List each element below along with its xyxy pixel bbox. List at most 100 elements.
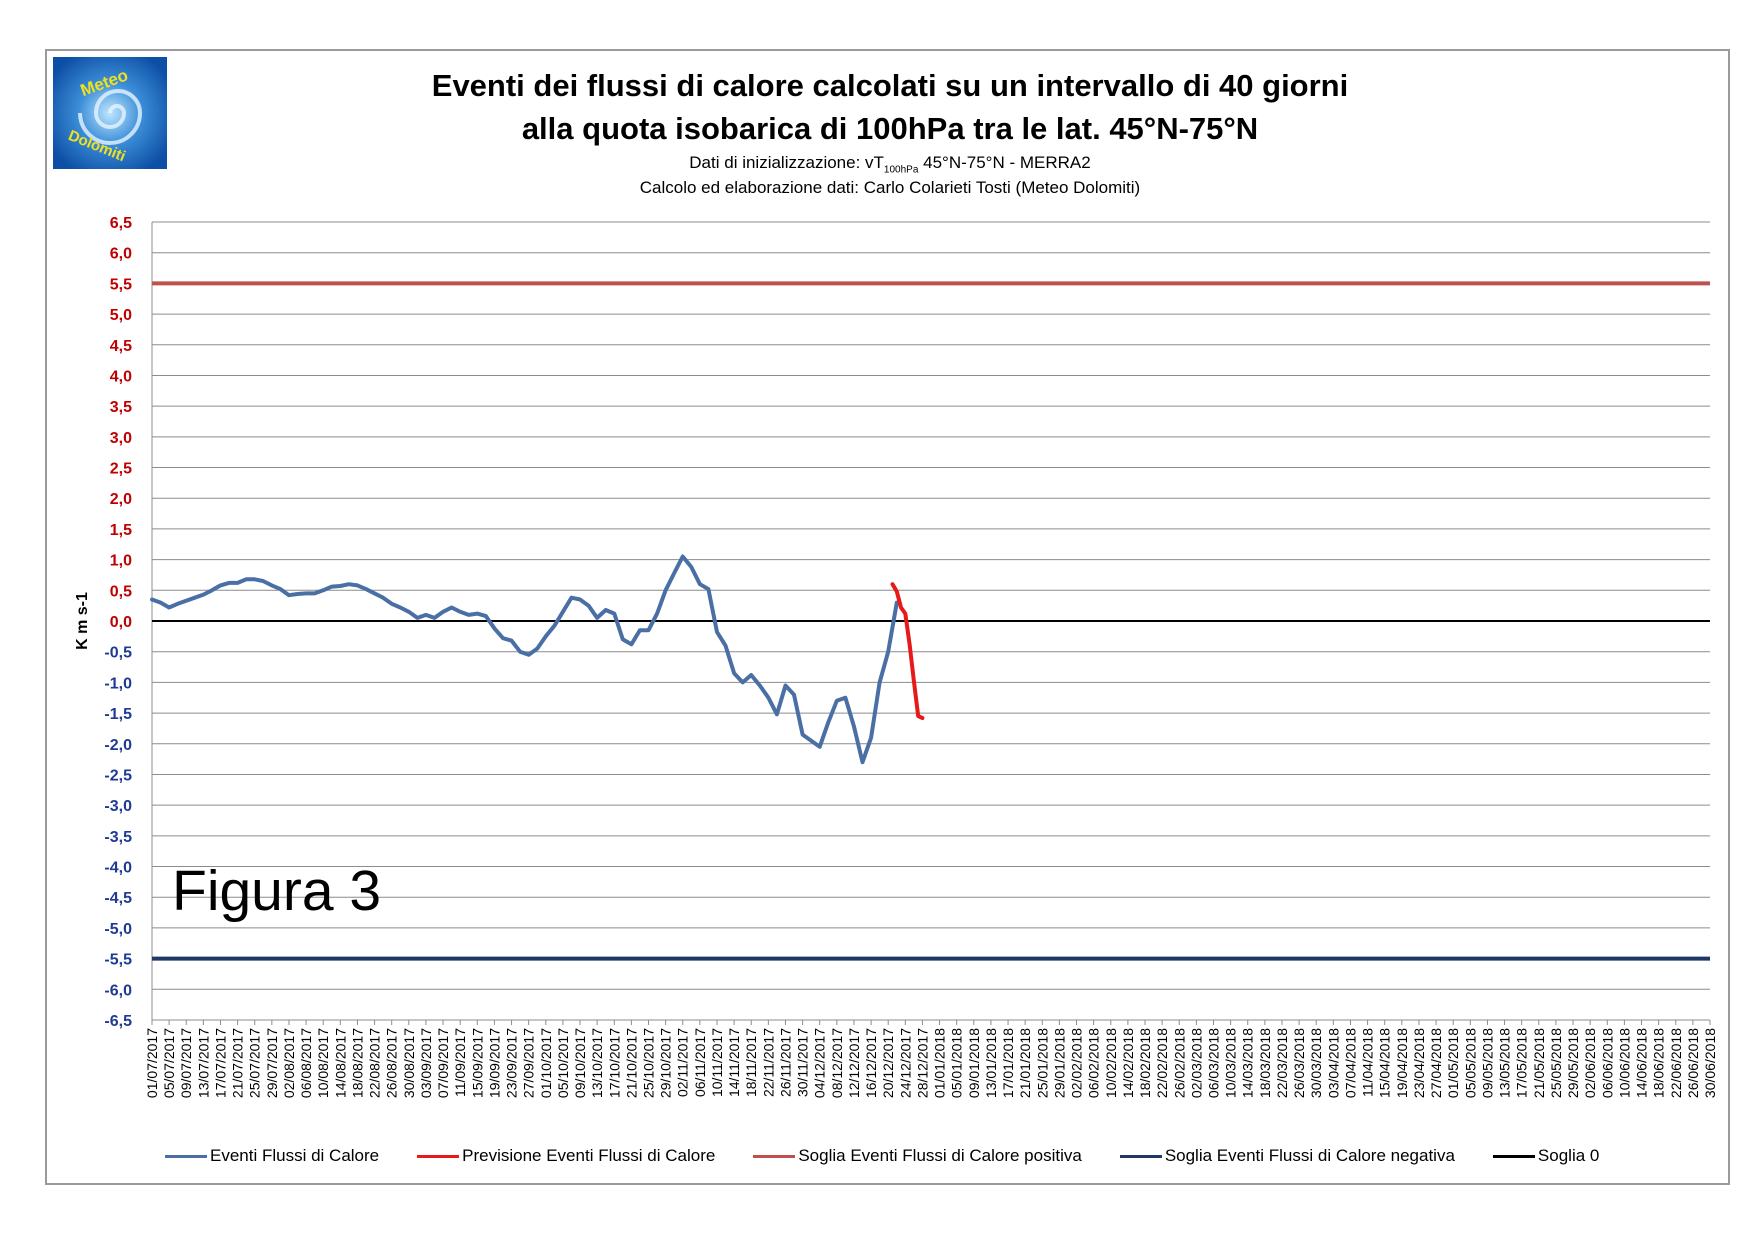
x-tick-label: 30/03/2018 — [1308, 1028, 1324, 1098]
legend-label-previsione: Previsione Eventi Flussi di Calore — [462, 1146, 716, 1165]
y-tick-label: -1,5 — [104, 706, 132, 723]
y-tick-label: 2,0 — [110, 491, 132, 508]
x-tick-label: 05/05/2018 — [1462, 1028, 1478, 1098]
x-tick-label: 25/05/2018 — [1548, 1028, 1564, 1098]
x-tick-label: 18/02/2018 — [1137, 1028, 1153, 1098]
chart-subtitle-2: Calcolo ed elaborazione dati: Carlo Cola… — [639, 178, 1141, 197]
y-tick-label: 3,0 — [110, 430, 132, 447]
x-tick-label: 06/03/2018 — [1205, 1028, 1221, 1098]
x-tick-label: 17/07/2017 — [212, 1028, 228, 1098]
chart-frame — [45, 49, 1730, 1185]
x-tick-label: 02/11/2017 — [675, 1028, 691, 1097]
x-tick-label: 29/05/2018 — [1565, 1028, 1581, 1098]
y-tick-label: -1,0 — [104, 675, 132, 692]
x-tick-label: 07/04/2018 — [1342, 1028, 1358, 1098]
x-tick-label: 14/08/2017 — [332, 1028, 348, 1098]
x-tick-label: 18/11/2017 — [743, 1028, 759, 1097]
subtitle-1-sub: 100hPa — [883, 164, 919, 176]
x-tick-label: 27/09/2017 — [521, 1028, 537, 1098]
legend-swatch-previsione — [417, 1154, 460, 1158]
x-tick-label: 14/06/2018 — [1634, 1028, 1650, 1098]
x-tick-label: 06/02/2018 — [1086, 1028, 1102, 1098]
x-tick-label: 29/01/2018 — [1051, 1028, 1067, 1098]
x-tick-label: 16/12/2017 — [863, 1028, 879, 1098]
x-tick-label: 15/04/2018 — [1377, 1028, 1393, 1098]
x-tick-label: 28/12/2017 — [914, 1028, 930, 1098]
x-tick-label: 05/01/2018 — [949, 1028, 965, 1098]
x-tick-label: 18/03/2018 — [1257, 1028, 1273, 1098]
x-tick-label: 14/11/2017 — [726, 1028, 742, 1097]
x-tick-label: 03/04/2018 — [1325, 1028, 1341, 1098]
x-tick-label: 29/10/2017 — [658, 1028, 674, 1098]
x-tick-label: 10/08/2017 — [315, 1028, 331, 1098]
x-tick-label: 30/08/2017 — [401, 1028, 417, 1098]
x-tick-label: 21/01/2018 — [1017, 1028, 1033, 1098]
y-tick-label: 0,5 — [110, 583, 132, 600]
x-tick-label: 30/11/2017 — [795, 1028, 811, 1097]
y-axis-title: K m s-1 — [74, 592, 91, 650]
chart-title-line1: Eventi dei flussi di calore calcolati su… — [431, 68, 1349, 103]
y-tick-label: -3,5 — [104, 829, 132, 846]
subtitle-1-pre: Dati di inizializzazione: vT — [689, 153, 884, 172]
y-tick-label: -4,5 — [104, 890, 132, 907]
x-tick-label: 04/12/2017 — [812, 1028, 828, 1098]
legend-item-eventi: Eventi Flussi di Calore — [165, 1146, 379, 1166]
x-tick-label: 08/12/2017 — [829, 1028, 845, 1098]
y-tick-label: -4,0 — [104, 860, 132, 877]
legend-item-soglia-negativa: Soglia Eventi Flussi di Calore negativa — [1119, 1146, 1455, 1166]
y-tick-label: 5,0 — [110, 307, 132, 324]
legend-item-soglia-positiva: Soglia Eventi Flussi di Calore positiva — [753, 1146, 1082, 1166]
x-tick-label: 02/02/2018 — [1069, 1028, 1085, 1098]
x-tick-label: 05/07/2017 — [161, 1028, 177, 1098]
x-tick-label: 02/08/2017 — [281, 1028, 297, 1098]
y-tick-label: 4,0 — [110, 368, 132, 385]
x-tick-label: 19/04/2018 — [1394, 1028, 1410, 1098]
series-line-eventi — [150, 554, 899, 765]
x-tick-label: 11/04/2018 — [1360, 1028, 1376, 1097]
x-tick-label: 24/12/2017 — [897, 1028, 913, 1098]
x-tick-label: 23/09/2017 — [504, 1028, 520, 1098]
x-tick-label: 22/08/2017 — [367, 1028, 383, 1098]
x-tick-label: 13/10/2017 — [589, 1028, 605, 1098]
legend-item-soglia-0: Soglia 0 — [1492, 1146, 1600, 1166]
y-tick-label: -6,5 — [104, 1013, 132, 1030]
y-tick-label: 6,5 — [110, 215, 132, 232]
x-tick-label: 15/09/2017 — [469, 1028, 485, 1098]
y-tick-label: -2,5 — [104, 767, 132, 784]
x-tick-label: 20/12/2017 — [880, 1028, 896, 1098]
y-tick-label: -0,5 — [104, 645, 132, 662]
y-tick-label: 2,5 — [110, 461, 132, 478]
x-tick-label: 17/05/2018 — [1514, 1028, 1530, 1098]
chart-subtitle-1: Dati di inizializzazione: vT100hPa 45°N-… — [240, 153, 1540, 175]
x-tick-label: 26/06/2018 — [1685, 1028, 1701, 1098]
x-tick-label: 13/07/2017 — [195, 1028, 211, 1098]
x-tick-label: 14/03/2018 — [1240, 1028, 1256, 1098]
legend-label-soglia-0: Soglia 0 — [1537, 1146, 1600, 1165]
x-tick-label: 10/03/2018 — [1223, 1028, 1239, 1098]
x-tick-label: 09/05/2018 — [1479, 1028, 1495, 1098]
chart-legend: Eventi Flussi di Calore Previsione Event… — [165, 1146, 1637, 1166]
meteo-dolomiti-logo: Meteo Dolomiti — [53, 57, 167, 169]
x-tick-label: 26/03/2018 — [1291, 1028, 1307, 1098]
x-tick-label: 17/01/2018 — [1000, 1028, 1016, 1098]
legend-swatch-soglia-positiva — [753, 1154, 796, 1158]
x-tick-label: 05/10/2017 — [555, 1028, 571, 1098]
x-tick-label: 06/08/2017 — [298, 1028, 314, 1098]
x-tick-label: 13/05/2018 — [1497, 1028, 1513, 1098]
y-tick-label: -2,0 — [104, 737, 132, 754]
x-tick-label: 12/12/2017 — [846, 1028, 862, 1098]
x-tick-label: 19/09/2017 — [486, 1028, 502, 1098]
x-tick-label: 26/02/2018 — [1171, 1028, 1187, 1098]
x-tick-label: 22/11/2017 — [760, 1028, 776, 1097]
x-tick-label: 29/07/2017 — [264, 1028, 280, 1098]
legend-swatch-eventi — [165, 1154, 207, 1158]
x-tick-label: 17/10/2017 — [606, 1028, 622, 1098]
subtitle-1-post: 45°N-75°N - MERRA2 — [918, 153, 1091, 172]
x-tick-label: 21/05/2018 — [1531, 1028, 1547, 1098]
y-tick-label: 0,0 — [110, 614, 132, 631]
y-tick-label: 4,5 — [110, 338, 132, 355]
x-tick-label: 18/08/2017 — [349, 1028, 365, 1098]
x-tick-label: 01/10/2017 — [538, 1028, 554, 1098]
figure-label: Figura 3 — [172, 859, 382, 923]
